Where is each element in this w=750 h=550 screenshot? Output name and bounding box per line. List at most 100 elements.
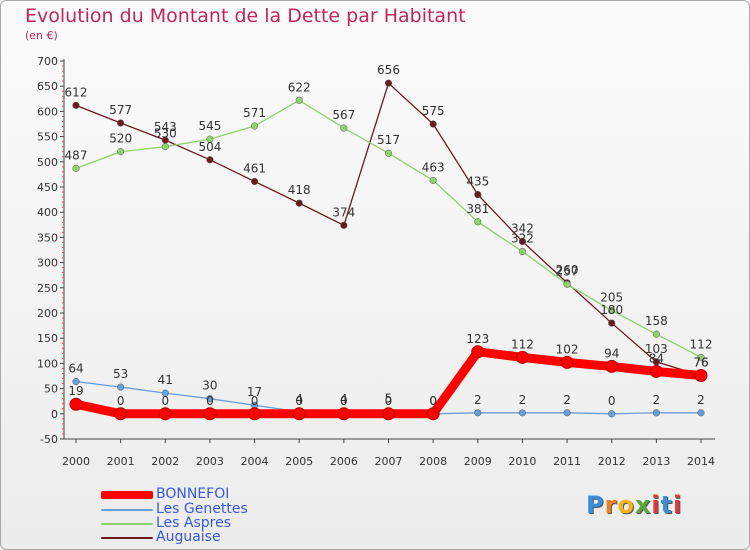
data-point — [605, 359, 619, 373]
data-label: 2 — [697, 393, 705, 407]
data-label: 260 — [556, 263, 579, 277]
data-point — [251, 122, 259, 130]
data-label: 0 — [295, 394, 303, 408]
data-point — [697, 409, 705, 417]
data-point — [518, 237, 526, 245]
proxiti-logo: Proxiti — [586, 491, 683, 519]
data-label: 112 — [690, 337, 713, 351]
data-point — [292, 407, 306, 421]
data-label: 76 — [693, 355, 708, 369]
x-tick-label: 2011 — [553, 455, 581, 468]
x-tick-label: 2005 — [285, 455, 313, 468]
x-tick-label: 2000 — [62, 455, 90, 468]
x-tick-label: 2008 — [419, 455, 447, 468]
data-label: 0 — [340, 394, 348, 408]
data-label: 0 — [117, 394, 125, 408]
data-point — [652, 330, 660, 338]
data-point — [608, 319, 616, 327]
data-label: 205 — [600, 290, 623, 304]
data-label: 0 — [429, 394, 437, 408]
data-point — [694, 368, 708, 382]
data-point — [563, 280, 571, 288]
y-tick-label: 0 — [51, 408, 58, 421]
data-label: 342 — [511, 221, 534, 235]
data-point — [652, 409, 660, 417]
data-point — [206, 156, 214, 164]
chart-title: Evolution du Montant de la Dette par Hab… — [25, 5, 466, 27]
legend-swatch — [101, 508, 153, 511]
x-tick-label: 2012 — [598, 455, 626, 468]
data-label: 17 — [247, 385, 262, 399]
legend-swatch — [101, 536, 153, 539]
y-tick-label: 650 — [37, 80, 58, 93]
y-tick-label: 350 — [37, 231, 58, 244]
data-point — [426, 407, 440, 421]
data-point — [518, 247, 526, 256]
data-label: 5 — [385, 391, 393, 405]
x-tick-label: 2004 — [241, 455, 269, 468]
legend-swatch — [101, 490, 153, 499]
y-tick-label: 150 — [37, 332, 58, 345]
data-point — [72, 101, 80, 109]
data-label: 612 — [65, 85, 88, 99]
data-label: 123 — [466, 332, 489, 346]
data-label: 381 — [466, 202, 489, 216]
data-label: 577 — [109, 103, 132, 117]
data-label: 0 — [608, 394, 616, 408]
y-tick-label: -50 — [40, 433, 58, 446]
legend-label: Les Aspres — [156, 515, 232, 531]
y-tick-label: 600 — [37, 105, 58, 118]
data-point — [340, 221, 348, 229]
data-label: 487 — [65, 148, 88, 162]
data-point — [69, 397, 83, 411]
data-label: 94 — [604, 346, 619, 360]
data-label: 418 — [288, 183, 311, 197]
legend-item-les-aspres[interactable]: Les Aspres — [101, 516, 231, 531]
data-label: 4 — [295, 392, 303, 406]
data-label: 575 — [422, 104, 445, 118]
y-tick-label: 700 — [37, 55, 58, 68]
legend-item-les-genettes[interactable]: Les Genettes — [101, 502, 248, 517]
data-label: 84 — [649, 351, 664, 365]
data-label: 461 — [243, 161, 266, 175]
data-point — [474, 218, 482, 226]
data-point — [248, 407, 262, 421]
data-point — [161, 389, 169, 397]
data-label: 0 — [385, 394, 393, 408]
y-tick-label: 300 — [37, 257, 58, 270]
data-label: 0 — [429, 394, 437, 408]
data-label: 2 — [519, 393, 527, 407]
data-point — [295, 96, 303, 104]
data-point — [697, 353, 705, 361]
x-tick-label: 2003 — [196, 455, 224, 468]
y-tick-label: 250 — [37, 282, 58, 295]
data-point — [608, 306, 616, 315]
y-tick-label: 450 — [37, 181, 58, 194]
data-label: 571 — [243, 106, 266, 120]
data-label: 158 — [645, 314, 668, 328]
y-tick-label: 100 — [37, 357, 58, 370]
data-label: 567 — [332, 108, 355, 122]
legend-label: Auguaise — [156, 529, 221, 545]
data-point — [337, 407, 351, 421]
legend-item-bonnefoi[interactable]: BONNEFOI — [101, 487, 229, 502]
data-point — [340, 124, 348, 132]
data-label: 656 — [377, 63, 400, 77]
data-label: 103 — [645, 342, 668, 356]
data-label: 2 — [563, 393, 571, 407]
data-point — [429, 176, 437, 184]
data-point — [117, 148, 125, 156]
data-label: 64 — [68, 362, 83, 376]
data-label: 543 — [154, 120, 177, 134]
data-point — [560, 355, 574, 369]
data-label: 257 — [556, 264, 579, 278]
data-label: 463 — [422, 160, 445, 174]
legend-item-auguaise[interactable]: Auguaise — [101, 530, 221, 545]
data-point — [161, 143, 169, 151]
data-point — [117, 383, 125, 391]
data-point — [117, 119, 125, 127]
y-tick-label: 550 — [37, 131, 58, 144]
data-label: 520 — [109, 132, 132, 146]
data-label: 180 — [600, 303, 623, 317]
data-point — [206, 135, 214, 143]
